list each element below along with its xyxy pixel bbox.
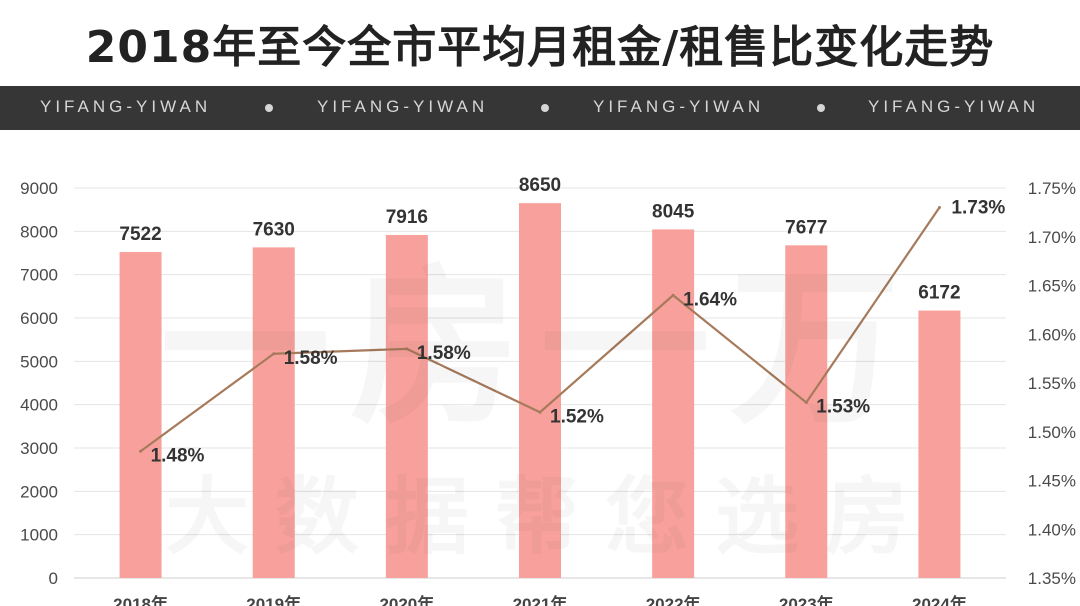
bar-value-label: 7522 — [119, 224, 161, 245]
right-tick-label: 1.60% — [1028, 325, 1076, 344]
left-tick-label: 4000 — [20, 396, 58, 415]
banner-text-3: YIFANG-YIWAN — [593, 97, 765, 116]
bar — [785, 245, 828, 578]
bar — [918, 310, 961, 578]
ratio-value-label: 1.52% — [550, 406, 604, 427]
x-tick-label: 2021年 — [513, 594, 568, 606]
bar — [252, 247, 295, 578]
banner-dot-1 — [265, 104, 273, 112]
bar-value-label: 7630 — [253, 219, 295, 240]
x-tick-label: 2020年 — [379, 594, 434, 606]
x-tick-label: 2022年 — [646, 594, 701, 606]
right-axis: 1.35% 1.40% 1.45% 1.50% 1.55% 1.60% 1.65% 1.70%… — [1028, 179, 1076, 588]
right-tick-label: 1.75% — [1028, 179, 1076, 198]
x-tick-label: 2023年 — [779, 594, 834, 606]
right-tick-label: 1.55% — [1028, 374, 1076, 393]
right-tick-label: 1.65% — [1028, 277, 1076, 296]
bar-value-label: 7677 — [785, 217, 827, 238]
ratio-value-label: 1.53% — [816, 397, 870, 418]
ratio-value-label: 1.58% — [284, 348, 338, 369]
right-tick-label: 1.70% — [1028, 228, 1076, 247]
left-tick-label: 9000 — [20, 179, 58, 198]
left-tick-label: 6000 — [20, 309, 58, 328]
right-tick-label: 1.35% — [1028, 569, 1076, 588]
left-tick-label: 3000 — [20, 439, 58, 458]
left-tick-label: 5000 — [20, 352, 58, 371]
rent-ratio-chart: 0 1000 2000 3000 4000 5000 6000 7000 8000 9000 1.… — [20, 175, 1076, 606]
left-tick-label: 7000 — [20, 266, 58, 285]
banner-text-1: YIFANG-YIWAN — [40, 97, 212, 116]
line-series: 1.48% 1.58% 1.58% 1.52% 1.64% 1.53% 1.73% — [139, 198, 1005, 466]
banner-dot-3 — [817, 104, 825, 112]
bar — [385, 234, 428, 578]
bar — [652, 229, 695, 578]
banner-text-2: YIFANG-YIWAN — [317, 97, 489, 116]
bar-value-label: 6172 — [918, 283, 960, 304]
bar-series: 7522 7630 7916 8650 8045 7677 6172 — [119, 175, 961, 578]
left-tick-label: 1000 — [20, 526, 58, 545]
left-axis: 0 1000 2000 3000 4000 5000 6000 7000 8000 9000 — [20, 179, 58, 588]
bar — [119, 252, 162, 578]
bar — [519, 203, 561, 578]
bar-value-label: 8650 — [519, 175, 561, 196]
right-tick-label: 1.40% — [1028, 520, 1076, 539]
x-tick-label: 2018年 — [113, 594, 168, 606]
ratio-point — [538, 410, 542, 414]
brand-banner: YIFANG-YIWAN YIFANG-YIWAN YIFANG-YIWAN Y… — [0, 86, 1080, 130]
ratio-point — [804, 401, 808, 404]
ratio-point — [405, 347, 409, 351]
left-tick-label: 0 — [49, 569, 58, 588]
right-tick-label: 1.45% — [1028, 472, 1076, 491]
bar-value-label: 7916 — [386, 207, 428, 228]
ratio-point — [937, 206, 941, 209]
bar-value-label: 8045 — [652, 201, 695, 222]
banner-text-4: YIFANG-YIWAN — [868, 97, 1040, 116]
ratio-point — [139, 449, 143, 453]
ratio-point — [272, 352, 276, 356]
left-tick-label: 2000 — [20, 482, 58, 501]
x-tick-label: 2019年 — [246, 594, 301, 606]
chart-title: 2018年至今全市平均月租金/租售比变化走势 — [85, 22, 995, 73]
right-tick-label: 1.50% — [1028, 423, 1076, 442]
ratio-value-label: 1.58% — [417, 343, 471, 364]
x-tick-label: 2024年 — [912, 594, 967, 606]
ratio-value-label: 1.64% — [683, 289, 737, 310]
ratio-value-label: 1.73% — [951, 198, 1005, 219]
x-axis: 2018年 2019年 2020年 2021年 2022年 2023年 2024年 — [113, 594, 967, 606]
left-tick-label: 8000 — [20, 222, 58, 241]
banner-dot-2 — [541, 104, 549, 112]
ratio-value-label: 1.48% — [151, 445, 205, 466]
ratio-point — [671, 293, 675, 297]
